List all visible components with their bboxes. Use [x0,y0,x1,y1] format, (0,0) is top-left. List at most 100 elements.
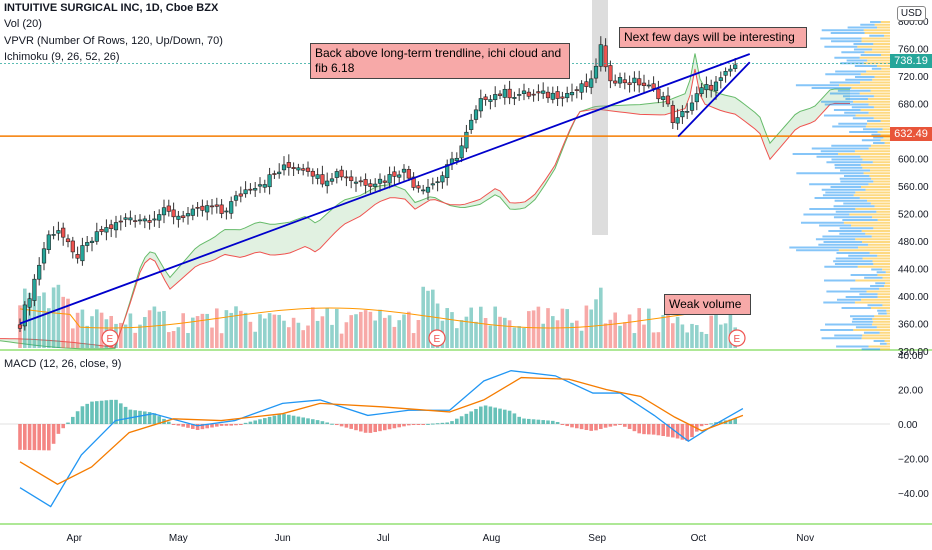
vpvr-down-bar [886,312,890,315]
macd-histogram-bar [728,419,733,424]
vpvr-down-bar [855,208,890,210]
ichimoku-legend[interactable]: Ichimoku (9, 26, 52, 26) [4,51,120,63]
vpvr-down-bar [867,98,890,100]
volume-bar [51,287,56,348]
price-scale[interactable] [890,0,932,550]
macd-histogram-bar [47,424,51,451]
macd-histogram-bar [407,424,411,426]
candle-body [171,209,176,218]
macd-histogram-bar [301,417,305,424]
macd-histogram-bar [651,424,656,435]
candle-body [301,168,306,171]
candle-body [272,173,277,175]
interesting-note[interactable]: Next few days will be interesting [619,27,807,48]
vpvr-up-bar [859,293,878,296]
vpvr-up-bar [809,208,856,210]
macd-histogram-bar [272,415,277,424]
vpvr-down-bar [861,298,890,301]
vpvr-down-bar [851,224,890,227]
vpvr-up-bar [864,276,883,279]
macd-histogram-bar [536,419,541,424]
earnings-marker[interactable] [101,329,119,347]
candle-body [262,184,267,188]
vpvr-down-bar [874,23,890,26]
macd-legend[interactable]: MACD (12, 26, close, 9) [4,358,122,370]
vpvr-down-bar [862,334,890,337]
candle-body [334,171,339,178]
candle-body [685,111,690,113]
price-tick-label: 400.00 [898,292,929,303]
currency-button[interactable]: USD [896,6,926,21]
macd-histogram-bar [195,424,200,430]
macd-histogram-bar [243,422,248,424]
macd-histogram-bar [594,424,598,431]
volume-bar [191,317,195,348]
vpvr-down-bar [865,188,890,191]
candle-body [80,245,85,262]
macd-histogram-bar [431,423,435,425]
vpvr-down-bar [880,54,890,56]
vpvr-down-bar [867,122,890,125]
candle-body [70,240,75,253]
volume-bar [147,310,152,348]
candle-body [579,83,584,93]
candle-body [733,64,738,69]
candle-body [680,111,685,118]
september-highlight [592,0,608,235]
trendline-note[interactable]: Back above long-term trendline, ichi clo… [310,43,570,79]
candle-body [286,162,291,168]
macd-tick-label: −40.00 [898,489,929,500]
macd-histogram-bar [85,403,89,424]
candle-body [425,186,431,193]
macd-histogram-bar [109,399,113,424]
candle-body [363,179,368,186]
macd-histogram-bar [191,424,195,429]
vpvr-down-bar [863,29,890,32]
volume-bar [210,327,214,348]
macd-histogram-bar [66,422,70,424]
candle-body [315,174,320,179]
candle-body [104,227,109,233]
vpvr-down-bar [855,114,890,117]
macd-histogram-bar [320,421,325,424]
macd-histogram-bar [671,424,675,438]
volume-bar [411,333,416,348]
candle-body [694,93,699,103]
volume-bar [71,328,75,348]
volume-bar [589,309,593,348]
vpvr-down-bar [853,329,890,331]
vpvr-down-bar [884,34,890,37]
earnings-marker[interactable] [428,329,446,347]
time-tick-label: Sep [588,533,606,544]
earnings-marker-label: E [434,334,441,345]
earnings-marker[interactable] [728,329,746,347]
vpvr-legend[interactable]: VPVR (Number Of Rows, 120, Up/Down, 70) [4,35,223,47]
candle-body [219,204,224,214]
volume-bar [656,332,661,348]
volume-note[interactable]: Weak volume [664,294,751,315]
vpvr-down-bar [873,117,890,120]
macd-histogram-bar [147,412,152,424]
trendlines[interactable] [0,53,890,325]
macd-histogram-bar [128,409,133,424]
candle-body [195,207,200,209]
volume-bar [642,324,646,348]
vpvr-up-bar [855,326,877,329]
candle-body [137,219,143,222]
vpvr-down-bar [882,128,890,131]
price-tick-label: 480.00 [898,237,929,248]
macd-histogram-bar [570,424,574,428]
candle-body [728,68,733,72]
vol-legend[interactable]: Vol (20) [4,18,42,30]
candle-body [656,88,661,100]
vpvr-up-bar [861,348,881,351]
vpvr-up-bar [876,271,886,274]
vpvr-down-bar [857,45,890,48]
volume-bar [723,323,728,348]
vpvr-up-bar [871,268,883,271]
candle-body [257,184,263,187]
candle-body [517,94,522,96]
candle-body [238,193,243,197]
vpvr-up-bar [878,312,887,315]
